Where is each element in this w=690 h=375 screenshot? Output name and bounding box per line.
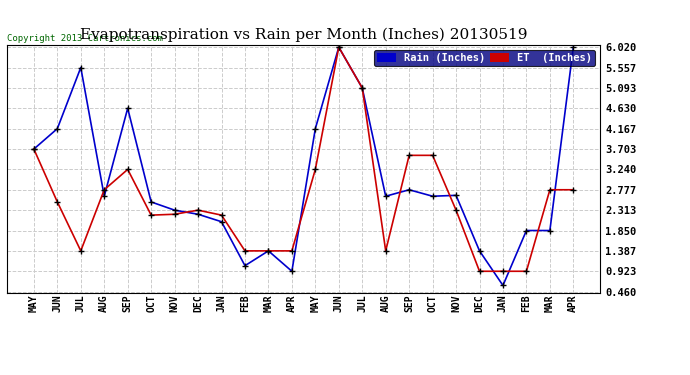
Title: Evapotranspiration vs Rain per Month (Inches) 20130519: Evapotranspiration vs Rain per Month (In… [80,28,527,42]
Text: Copyright 2013 Cartronics.com: Copyright 2013 Cartronics.com [7,33,163,42]
Legend: Rain (Inches), ET  (Inches): Rain (Inches), ET (Inches) [374,50,595,66]
